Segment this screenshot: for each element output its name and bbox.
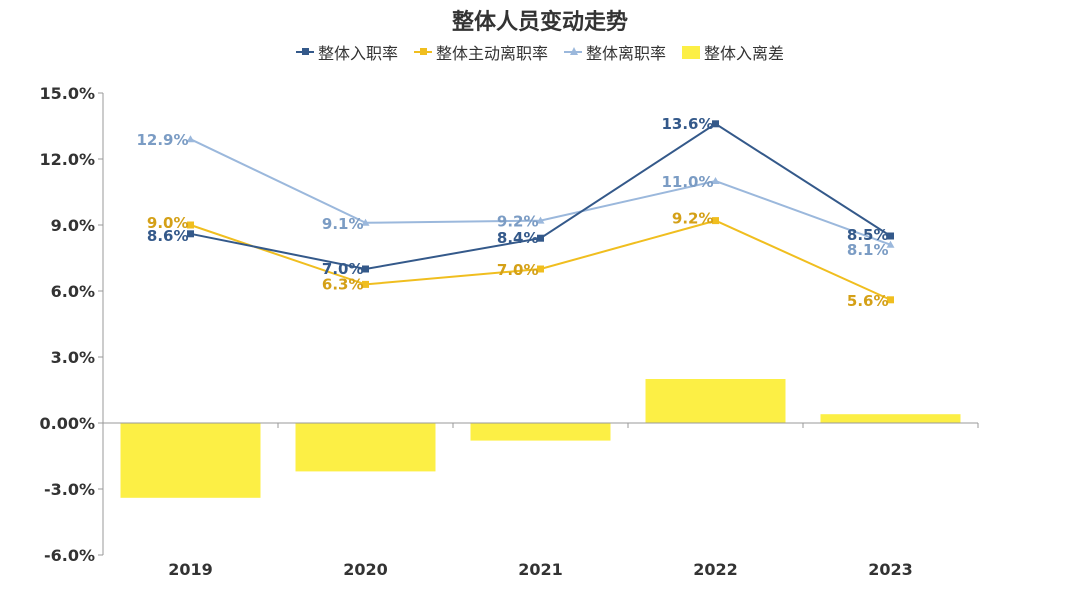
bar-2023 bbox=[820, 414, 961, 423]
legend-label: 整体主动离职率 bbox=[435, 44, 548, 63]
marker-2-2023 bbox=[886, 240, 895, 248]
data-label-2-2023: 8.1% bbox=[847, 241, 889, 259]
data-label-1-2020: 6.3% bbox=[322, 275, 364, 293]
data-label-2-2022: 11.0% bbox=[661, 173, 713, 191]
line-series-0 bbox=[190, 122, 892, 271]
data-label-2-2021: 9.2% bbox=[497, 213, 539, 231]
marker-1-2019 bbox=[187, 221, 194, 229]
bar-2020 bbox=[295, 423, 436, 472]
data-label-0-2019: 8.6% bbox=[147, 227, 189, 245]
line-series-1 bbox=[190, 219, 891, 301]
marker-0-2021 bbox=[537, 234, 544, 242]
x-tick-label: 2023 bbox=[868, 560, 913, 579]
data-label-0-2022: 13.6% bbox=[661, 115, 713, 133]
legend-item-3: 整体入离差 bbox=[682, 40, 784, 64]
legend-swatch-icon bbox=[295, 46, 314, 58]
y-tick-label: -3.0% bbox=[44, 480, 95, 499]
legend-item-2: 整体离职率 bbox=[564, 40, 666, 64]
marker-2-2022 bbox=[711, 177, 720, 184]
data-label-0-2021: 8.4% bbox=[497, 229, 539, 247]
marker-2-2020 bbox=[361, 218, 370, 226]
legend-item-0: 整体入职率 bbox=[295, 40, 398, 64]
data-label-1-2022: 9.2% bbox=[672, 210, 714, 228]
y-tick-label: 0.00% bbox=[39, 414, 95, 433]
marker-1-2023 bbox=[887, 296, 894, 304]
y-tick-label: -6.0% bbox=[44, 546, 95, 565]
marker-0-2020 bbox=[362, 265, 369, 273]
marker-1-2021 bbox=[537, 265, 544, 273]
marker-0-2023 bbox=[887, 232, 894, 240]
legend-label: 整体入职率 bbox=[317, 44, 398, 63]
legend-swatch-icon bbox=[682, 45, 701, 59]
legend-item-1: 整体主动离职率 bbox=[413, 40, 548, 64]
legend-swatch-icon bbox=[564, 46, 582, 58]
x-tick-label: 2019 bbox=[168, 560, 213, 579]
y-tick-label: 15.0% bbox=[39, 84, 95, 103]
data-label-2-2019: 12.9% bbox=[136, 131, 188, 149]
x-tick-label: 2022 bbox=[693, 560, 738, 579]
data-label-2-2020: 9.1% bbox=[322, 215, 364, 233]
y-tick-label: 9.0% bbox=[51, 216, 95, 235]
bar-2019 bbox=[120, 423, 261, 498]
line-series-2 bbox=[190, 138, 891, 246]
y-tick-label: 3.0% bbox=[51, 348, 95, 367]
y-tick-label: 6.0% bbox=[51, 282, 95, 301]
x-tick-label: 2021 bbox=[518, 560, 563, 579]
bar-2021 bbox=[470, 423, 611, 441]
bar-2022 bbox=[645, 379, 786, 423]
marker-2-2019 bbox=[186, 135, 195, 143]
legend-swatch-icon bbox=[413, 46, 432, 58]
x-tick-label: 2020 bbox=[343, 560, 388, 579]
marker-1-2022 bbox=[712, 217, 719, 225]
data-label-1-2019: 9.0% bbox=[147, 214, 189, 232]
marker-2-2021 bbox=[536, 216, 545, 224]
y-tick-label: 12.0% bbox=[39, 150, 95, 169]
data-label-0-2020: 7.0% bbox=[322, 260, 364, 278]
data-label-1-2023: 5.6% bbox=[847, 292, 889, 310]
data-label-1-2021: 7.0% bbox=[497, 261, 539, 279]
marker-1-2020 bbox=[362, 280, 369, 288]
chart-title: 整体人员变动走势 bbox=[451, 10, 628, 35]
legend-label: 整体入离差 bbox=[704, 44, 785, 63]
data-label-0-2023: 8.5% bbox=[847, 226, 889, 244]
marker-0-2019 bbox=[187, 230, 194, 238]
chart-legend: 整体入职率 整体主动离职率 整体离职率 整体入离差 bbox=[0, 40, 1080, 64]
marker-0-2022 bbox=[712, 120, 719, 128]
legend-label: 整体离职率 bbox=[586, 44, 667, 63]
